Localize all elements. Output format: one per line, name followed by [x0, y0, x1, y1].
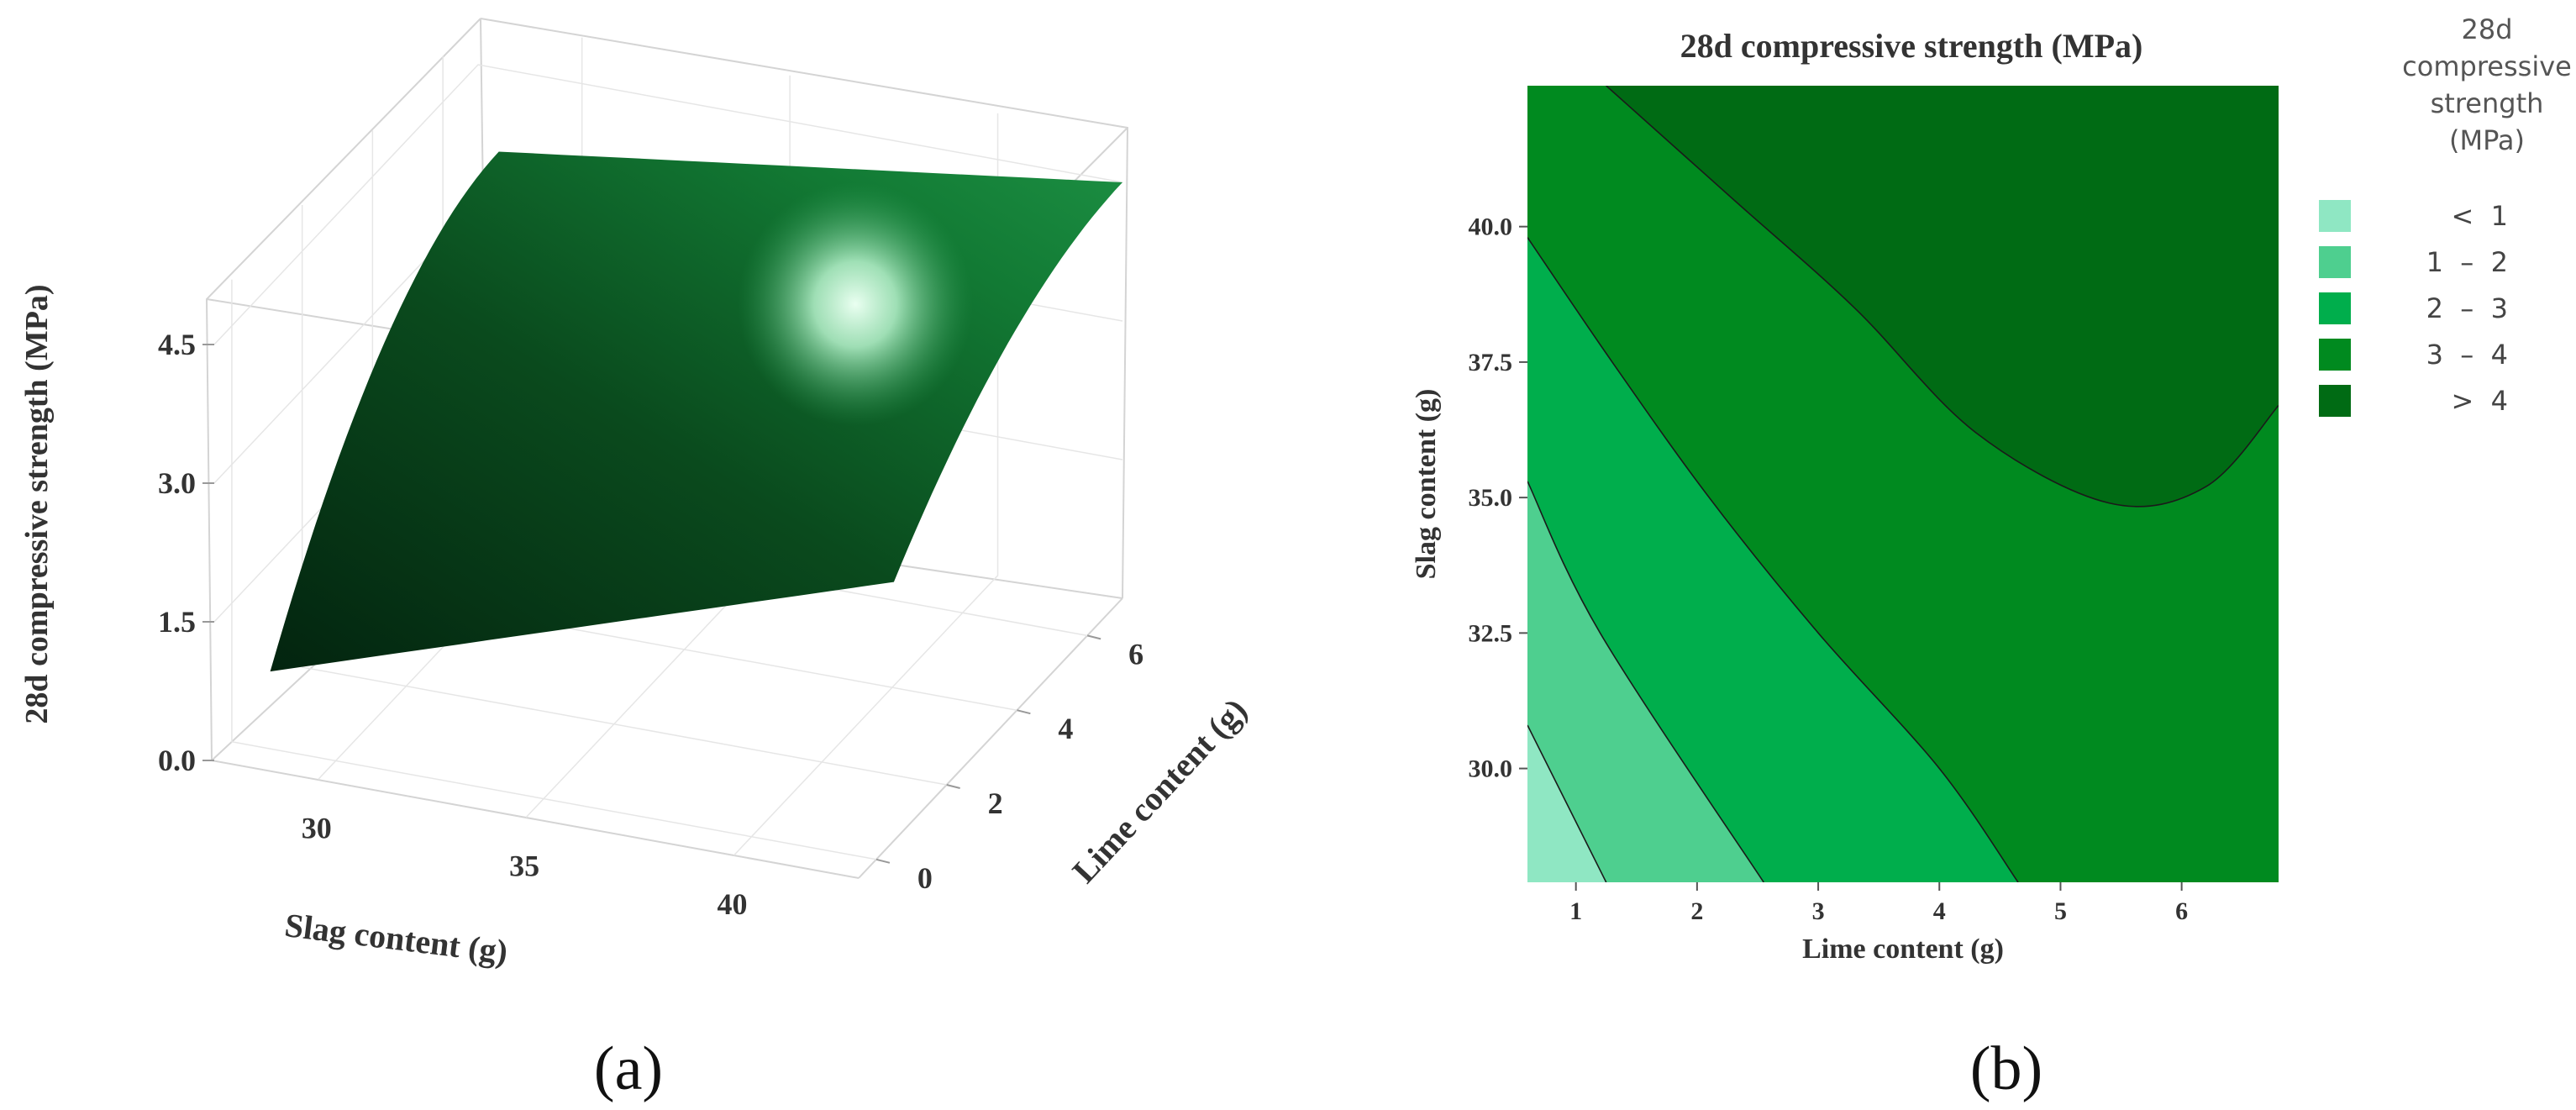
strength-surface — [270, 151, 1123, 672]
slag-tick-label: 40 — [718, 887, 748, 921]
z-tick-label: 3.0 — [158, 466, 196, 500]
panel-label-b: (b) — [1970, 1034, 2042, 1103]
legend-title: 28d compressive strength (MPa) — [2402, 13, 2572, 156]
lime-tick-label-b: 6 — [2175, 897, 2188, 925]
slag-tick-label-b: 30.0 — [1469, 755, 1513, 783]
legend-swatch — [2319, 246, 2351, 278]
contour-y-label: Slag content (g) — [1411, 389, 1442, 580]
contour-lines — [1527, 86, 2279, 882]
lime-tick-label-b: 4 — [1933, 897, 1946, 925]
lime-axis-label: Lime content (g) — [1065, 691, 1254, 890]
slag-tick-label: 35 — [509, 850, 539, 883]
z-axis-ticks: 0.0 1.5 3.0 4.5 — [158, 328, 214, 777]
slag-tick-label-b: 32.5 — [1469, 619, 1513, 647]
surface-highlight — [738, 182, 973, 426]
lime-axis-ticks: 0 2 4 6 — [875, 634, 1143, 895]
slag-axis-label: Slag content (g) — [283, 906, 510, 971]
z-tick-label: 1.5 — [158, 605, 196, 639]
lime-tick-mark — [1017, 709, 1031, 715]
legend-entry-label: 2 – 3 — [2426, 292, 2508, 324]
contour-plot: 28d compressive strength (MPa) 1 2 3 4 5 6 30… — [1411, 27, 2279, 965]
contour-region-above-4 — [1606, 86, 2279, 507]
contour-line-2 — [1527, 481, 1764, 882]
lime-tick-label: 4 — [1058, 712, 1073, 745]
contour-line-3 — [1527, 237, 2019, 882]
legend-swatch — [2319, 385, 2351, 417]
legend-swatch — [2319, 339, 2351, 371]
legend-entry-label: 3 – 4 — [2426, 339, 2508, 371]
surface-plot: 0.0 1.5 3.0 4.5 30 35 40 0 2 4 6 28d compressive… — [19, 18, 1254, 971]
z-tick-label: 4.5 — [158, 328, 196, 361]
slag-tick-label-b: 40.0 — [1469, 213, 1513, 241]
contour-x-label: Lime content (g) — [1802, 934, 2004, 965]
legend-title-line: (MPa) — [2449, 124, 2525, 156]
contour-title: 28d compressive strength (MPa) — [1680, 27, 2143, 65]
lime-tick-label: 6 — [1128, 637, 1143, 671]
contour-line-4 — [1606, 86, 2279, 508]
lime-axis-ticks-b: 1 2 3 4 5 6 — [1569, 882, 2188, 925]
legend-title-line: strength — [2431, 87, 2544, 119]
lime-tick-label: 2 — [988, 786, 1003, 820]
slag-tick-label-b: 37.5 — [1469, 349, 1513, 376]
slag-axis-ticks-b: 30.0 32.5 35.0 37.5 40.0 — [1469, 213, 1527, 783]
lime-tick-label-b: 5 — [2054, 897, 2067, 925]
contour-region-1-2 — [1527, 481, 1764, 882]
lime-tick-mark — [875, 858, 891, 864]
legend-swatch — [2319, 200, 2351, 232]
legend-entry-label: 1 – 2 — [2426, 246, 2508, 278]
slag-tick-label-b: 35.0 — [1469, 484, 1513, 512]
lime-tick-label-b: 2 — [1690, 897, 1703, 925]
slag-tick-label: 30 — [302, 812, 332, 845]
legend-swatch — [2319, 292, 2351, 324]
lime-tick-mark — [946, 784, 960, 789]
legend-title-line: 28d — [2461, 13, 2512, 45]
lime-tick-mark — [1086, 634, 1101, 640]
lime-tick-label: 0 — [917, 861, 933, 895]
contour-line-1 — [1527, 724, 1607, 882]
z-axis-label: 28d compressive strength (MPa) — [19, 284, 55, 723]
lime-tick-label-b: 3 — [1812, 897, 1825, 925]
legend-title-line: compressive — [2402, 50, 2572, 82]
legend-entry-label: < 1 — [2451, 200, 2508, 232]
z-tick-label: 0.0 — [158, 744, 196, 777]
lime-tick-label-b: 1 — [1569, 897, 1582, 925]
panel-label-a: (a) — [594, 1034, 663, 1103]
legend-entry-label: > 4 — [2451, 385, 2508, 417]
slag-axis-ticks: 30 35 40 — [302, 812, 748, 921]
contour-legend: 28d compressive strength (MPa) < 1 1 – 2 2 – … — [2319, 13, 2572, 417]
